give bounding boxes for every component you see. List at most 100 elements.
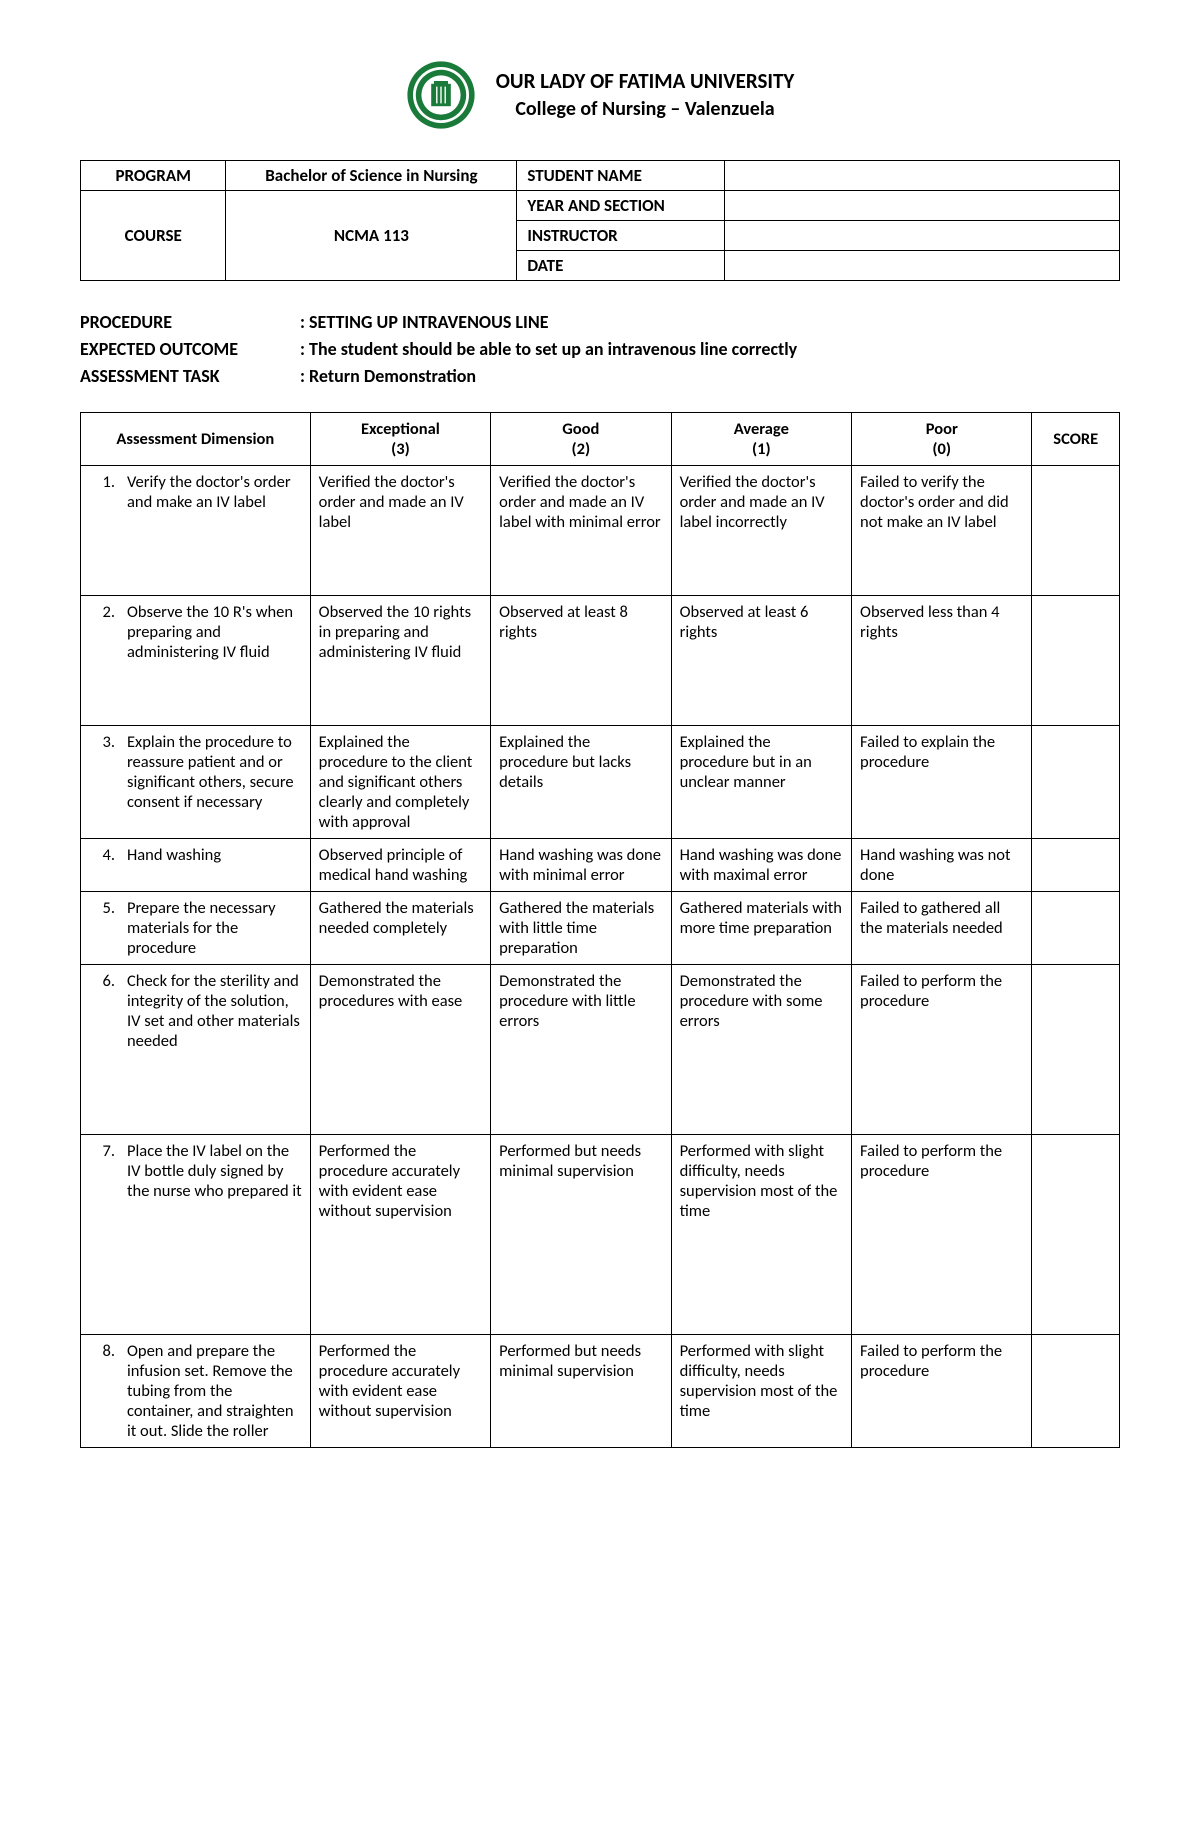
- rubric-row: 2.Observe the 10 R's when preparing and …: [81, 596, 1120, 726]
- good-cell: Gathered the materials with little time …: [491, 892, 671, 965]
- rubric-row: 3.Explain the procedure to reassure pati…: [81, 726, 1120, 839]
- exceptional-cell: Performed the procedure accurately with …: [310, 1135, 490, 1335]
- good-cell: Verified the doctor's order and made an …: [491, 466, 671, 596]
- university-name: OUR LADY OF FATIMA UNIVERSITY: [496, 68, 795, 95]
- good-cell: Observed at least 8 rights: [491, 596, 671, 726]
- outcome-label: EXPECTED OUTCOME: [80, 336, 300, 363]
- instructor-value[interactable]: [725, 221, 1120, 251]
- rubric-row: 7.Place the IV label on the IV bottle du…: [81, 1135, 1120, 1335]
- rubric-row: 1.Verify the doctor's order and make an …: [81, 466, 1120, 596]
- rubric-row: 4. Hand washing Observed principle of medi…: [81, 839, 1120, 892]
- score-cell[interactable]: [1032, 892, 1120, 965]
- score-cell[interactable]: [1032, 466, 1120, 596]
- meta-task: ASSESSMENT TASK : Return Demonstration: [80, 363, 1120, 390]
- page: OUR LADY OF FATIMA UNIVERSITY College of…: [0, 0, 1200, 1488]
- dimension-text: Hand washing: [127, 845, 302, 865]
- header-good: Good(2): [491, 413, 671, 466]
- meta-procedure: PROCEDURE : SETTING UP INTRAVENOUS LINE: [80, 309, 1120, 336]
- dimension-text: Place the IV label on the IV bottle duly…: [127, 1141, 302, 1201]
- exceptional-cell: Observed the 10 rights in preparing and …: [310, 596, 490, 726]
- dimension-number: 5.: [89, 898, 115, 958]
- outcome-value: : The student should be able to set up a…: [300, 336, 797, 363]
- course-label: COURSE: [81, 191, 226, 281]
- score-cell[interactable]: [1032, 1135, 1120, 1335]
- score-cell[interactable]: [1032, 965, 1120, 1135]
- dimension-number: 8.: [89, 1341, 115, 1441]
- exceptional-cell: Verified the doctor's order and made an …: [310, 466, 490, 596]
- header-score: SCORE: [1032, 413, 1120, 466]
- average-cell: Hand washing was done with maximal error: [671, 839, 851, 892]
- exceptional-cell: Explained the procedure to the client an…: [310, 726, 490, 839]
- good-cell: Demonstrated the procedure with little e…: [491, 965, 671, 1135]
- procedure-label: PROCEDURE: [80, 309, 300, 336]
- dimension-cell: 5.Prepare the necessary materials for th…: [81, 892, 311, 965]
- program-value: Bachelor of Science in Nursing: [226, 161, 517, 191]
- dimension-cell: 2.Observe the 10 R's when preparing and …: [81, 596, 311, 726]
- good-cell: Hand washing was done with minimal error: [491, 839, 671, 892]
- good-cell: Explained the procedure but lacks detail…: [491, 726, 671, 839]
- score-cell[interactable]: [1032, 1335, 1120, 1448]
- instructor-label: INSTRUCTOR: [517, 221, 725, 251]
- year-section-label: YEAR AND SECTION: [517, 191, 725, 221]
- average-cell: Gathered materials with more time prepar…: [671, 892, 851, 965]
- header-text: OUR LADY OF FATIMA UNIVERSITY College of…: [496, 68, 795, 121]
- score-cell[interactable]: [1032, 839, 1120, 892]
- average-cell: Performed with slight difficulty, needs …: [671, 1135, 851, 1335]
- average-cell: Performed with slight difficulty, needs …: [671, 1335, 851, 1448]
- poor-cell: Failed to perform the procedure: [852, 1135, 1032, 1335]
- procedure-value: : SETTING UP INTRAVENOUS LINE: [300, 309, 548, 336]
- year-section-value[interactable]: [725, 191, 1120, 221]
- dimension-number: 2.: [89, 602, 115, 662]
- rubric-row: 6.Check for the sterility and integrity …: [81, 965, 1120, 1135]
- header-exceptional: Exceptional(3): [310, 413, 490, 466]
- header-dimension: Assessment Dimension: [81, 413, 311, 466]
- header-poor: Poor(0): [852, 413, 1032, 466]
- meta-block: PROCEDURE : SETTING UP INTRAVENOUS LINE …: [80, 309, 1120, 390]
- dimension-text: Observe the 10 R's when preparing and ad…: [127, 602, 302, 662]
- dimension-number: 7.: [89, 1141, 115, 1201]
- meta-outcome: EXPECTED OUTCOME : The student should be…: [80, 336, 1120, 363]
- poor-cell: Failed to explain the procedure: [852, 726, 1032, 839]
- course-value: NCMA 113: [226, 191, 517, 281]
- dimension-number: 3.: [89, 732, 115, 812]
- page-header: OUR LADY OF FATIMA UNIVERSITY College of…: [80, 60, 1120, 130]
- dimension-cell: 6.Check for the sterility and integrity …: [81, 965, 311, 1135]
- university-logo-icon: [406, 60, 476, 130]
- task-value: : Return Demonstration: [300, 363, 476, 390]
- average-cell: Verified the doctor's order and made an …: [671, 466, 851, 596]
- average-cell: Demonstrated the procedure with some err…: [671, 965, 851, 1135]
- good-cell: Performed but needs minimal supervision: [491, 1335, 671, 1448]
- poor-cell: Hand washing was not done: [852, 839, 1032, 892]
- date-label: DATE: [517, 251, 725, 281]
- rubric-row: 8.Open and prepare the infusion set. Rem…: [81, 1335, 1120, 1448]
- dimension-text: Open and prepare the infusion set. Remov…: [127, 1341, 302, 1441]
- dimension-text: Verify the doctor's order and make an IV…: [127, 472, 302, 512]
- student-name-value[interactable]: [725, 161, 1120, 191]
- date-value[interactable]: [725, 251, 1120, 281]
- rubric-row: 5.Prepare the necessary materials for th…: [81, 892, 1120, 965]
- exceptional-cell: Gathered the materials needed completely: [310, 892, 490, 965]
- exceptional-cell: Demonstrated the procedures with ease: [310, 965, 490, 1135]
- score-cell[interactable]: [1032, 726, 1120, 839]
- student-name-label: STUDENT NAME: [517, 161, 725, 191]
- header-average: Average(1): [671, 413, 851, 466]
- poor-cell: Failed to gathered all the materials nee…: [852, 892, 1032, 965]
- program-label: PROGRAM: [81, 161, 226, 191]
- exceptional-cell: Observed principle of medical hand washi…: [310, 839, 490, 892]
- poor-cell: Observed less than 4 rights: [852, 596, 1032, 726]
- dimension-text: Check for the sterility and integrity of…: [127, 971, 302, 1051]
- score-cell[interactable]: [1032, 596, 1120, 726]
- college-name: College of Nursing – Valenzuela: [496, 96, 795, 122]
- dimension-text: Prepare the necessary materials for the …: [127, 898, 302, 958]
- dimension-cell: 7.Place the IV label on the IV bottle du…: [81, 1135, 311, 1335]
- rubric-table: Assessment Dimension Exceptional(3) Good…: [80, 412, 1120, 1448]
- task-label: ASSESSMENT TASK: [80, 363, 300, 390]
- rubric-header-row: Assessment Dimension Exceptional(3) Good…: [81, 413, 1120, 466]
- dimension-number: 4.: [89, 845, 115, 865]
- poor-cell: Failed to verify the doctor's order and …: [852, 466, 1032, 596]
- exceptional-cell: Performed the procedure accurately with …: [310, 1335, 490, 1448]
- dimension-text: Explain the procedure to reassure patien…: [127, 732, 302, 812]
- poor-cell: Failed to perform the procedure: [852, 965, 1032, 1135]
- info-table: PROGRAM Bachelor of Science in Nursing S…: [80, 160, 1120, 281]
- average-cell: Explained the procedure but in an unclea…: [671, 726, 851, 839]
